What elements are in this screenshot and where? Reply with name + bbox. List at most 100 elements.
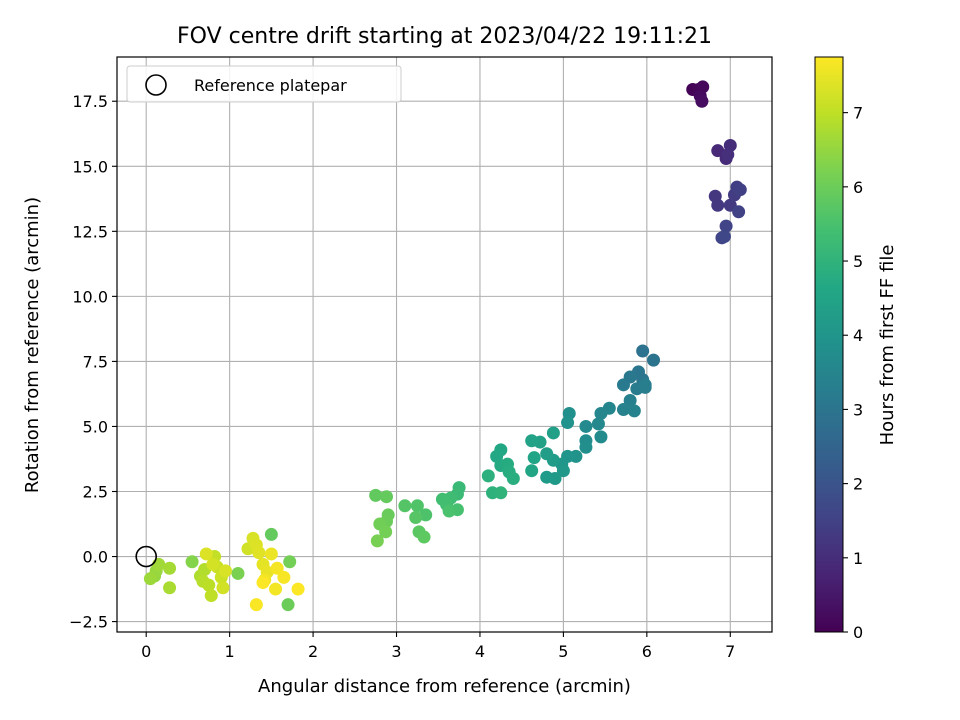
y-tick-label: 0.0 — [83, 548, 108, 567]
colorbar-tick-label: 4 — [853, 326, 863, 345]
legend: Reference platepar — [126, 65, 402, 103]
data-point — [717, 230, 731, 244]
x-tick-label: 7 — [725, 642, 735, 661]
data-point — [370, 534, 384, 548]
colorbar-tick-label: 7 — [853, 104, 863, 123]
data-point — [594, 406, 608, 420]
colorbar-tick-label: 1 — [853, 549, 863, 568]
data-point — [185, 555, 199, 569]
data-point — [525, 434, 539, 448]
data-point — [419, 508, 433, 522]
data-point — [369, 488, 383, 502]
colorbar-label: Hours from first FF file — [877, 245, 898, 446]
data-point — [623, 393, 637, 407]
plot-frame — [116, 56, 773, 633]
data-point — [163, 561, 177, 575]
data-point — [556, 464, 570, 478]
data-point — [579, 440, 593, 454]
data-point — [579, 419, 593, 433]
colorbar-tick-label: 3 — [853, 400, 863, 419]
y-tick-label: 5.0 — [83, 417, 108, 436]
colorbar-tick-label: 6 — [853, 178, 863, 197]
x-ticks: 0 1 2 3 4 5 6 7 — [141, 632, 735, 661]
colorbar-tick-label: 5 — [853, 252, 863, 271]
x-tick-label: 4 — [475, 642, 485, 661]
data-point — [647, 353, 661, 367]
x-tick-label: 6 — [642, 642, 652, 661]
data-point — [527, 451, 541, 465]
data-point — [561, 416, 575, 430]
data-point — [719, 219, 733, 233]
data-point — [410, 499, 424, 513]
data-point — [249, 598, 263, 612]
data-point — [594, 430, 608, 444]
data-point — [252, 546, 266, 560]
reference-platepar-marker — [135, 545, 158, 568]
legend-reference-marker — [145, 74, 167, 96]
data-point — [546, 426, 560, 440]
data-point — [277, 570, 291, 584]
data-point — [540, 470, 554, 484]
data-point — [231, 566, 245, 580]
data-point — [591, 417, 605, 431]
y-tick-label: 17.5 — [72, 92, 108, 111]
x-axis-label: Angular distance from reference (arcmin) — [258, 676, 631, 697]
data-point — [494, 486, 508, 500]
colorbar-gradient — [814, 56, 844, 633]
data-point — [380, 490, 394, 504]
y-ticks: −2.5 0.0 2.5 5.0 7.5 10.0 12.5 15.0 17.5 — [69, 92, 117, 632]
x-tick-label: 1 — [225, 642, 235, 661]
data-point — [199, 547, 213, 561]
data-point — [256, 576, 270, 590]
data-point — [398, 499, 412, 513]
data-point — [695, 94, 709, 108]
y-tick-label: 15.0 — [72, 157, 108, 176]
colorbar: 0 1 2 3 4 5 6 7 Hours from first FF file — [814, 56, 898, 642]
data-point — [616, 378, 630, 392]
data-point — [481, 469, 495, 483]
data-point — [283, 555, 297, 569]
data-point — [204, 589, 218, 603]
data-point — [163, 581, 177, 595]
colorbar-tick-label: 0 — [853, 623, 863, 642]
y-tick-label: 10.0 — [72, 287, 108, 306]
data-point — [281, 598, 295, 612]
data-point — [218, 564, 232, 578]
colorbar-ticks: 0 1 2 3 4 5 6 7 — [843, 104, 863, 642]
data-point — [732, 205, 746, 219]
data-point — [216, 581, 230, 595]
data-point — [540, 447, 554, 461]
data-point — [269, 582, 283, 596]
data-point — [506, 471, 520, 485]
y-tick-label: −2.5 — [69, 613, 108, 632]
legend-box — [126, 65, 402, 103]
y-tick-label: 2.5 — [83, 483, 108, 502]
data-point — [638, 378, 652, 392]
data-point — [409, 511, 423, 525]
data-point — [291, 582, 305, 596]
grid — [117, 57, 772, 632]
data-point — [264, 547, 278, 561]
data-point — [711, 198, 725, 212]
legend-label-reference-platepar: Reference platepar — [194, 76, 347, 95]
data-point — [202, 578, 216, 592]
data-point — [636, 344, 650, 358]
x-tick-label: 2 — [308, 642, 318, 661]
y-tick-label: 12.5 — [72, 222, 108, 241]
data-point — [270, 561, 284, 575]
colorbar-tick-label: 2 — [853, 475, 863, 494]
x-tick-label: 3 — [391, 642, 401, 661]
data-point — [733, 183, 747, 197]
data-point — [525, 464, 539, 478]
x-tick-label: 5 — [558, 642, 568, 661]
data-point — [442, 504, 456, 518]
data-point — [264, 527, 278, 541]
data-point — [379, 525, 393, 539]
y-tick-label: 7.5 — [83, 352, 108, 371]
data-points — [143, 80, 747, 612]
data-point — [616, 403, 630, 417]
data-point — [206, 557, 220, 571]
data-point — [417, 530, 431, 544]
data-point — [721, 148, 735, 162]
